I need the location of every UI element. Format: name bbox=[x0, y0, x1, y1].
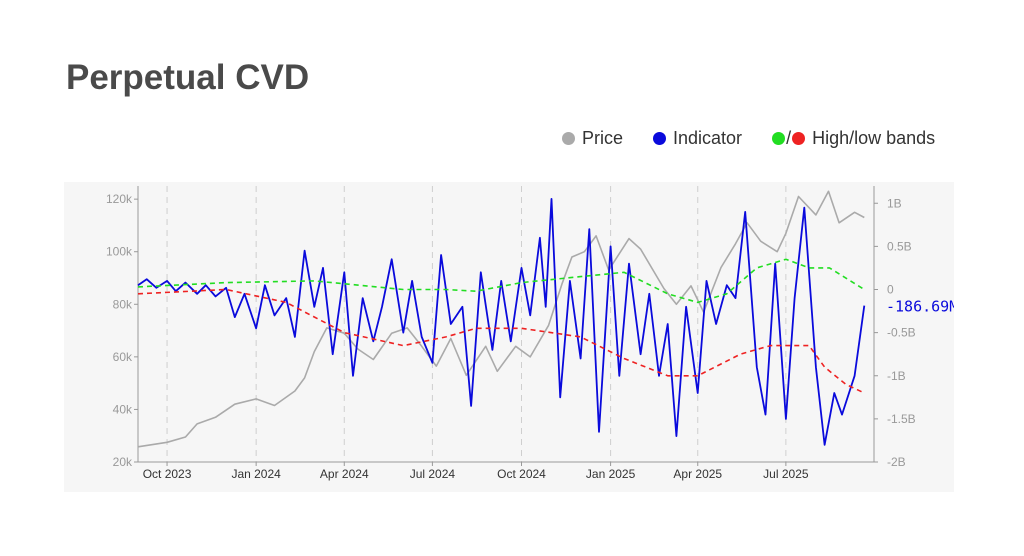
page-title: Perpetual CVD bbox=[66, 58, 310, 97]
chart-legend: Price Indicator / High/low bands bbox=[562, 128, 935, 149]
legend-bands-label: High/low bands bbox=[812, 128, 936, 148]
y-right-tick-label: -1B bbox=[887, 369, 906, 383]
x-tick-label: Apr 2024 bbox=[320, 467, 369, 481]
cvd-chart: Oct 2023 Jan 2024 Apr 2024 Jul 2024 Oct 2024… bbox=[106, 186, 954, 481]
x-tick-label: Jan 2025 bbox=[586, 467, 636, 481]
series-high-band-line bbox=[137, 258, 865, 304]
y-left-tick-label: 120k bbox=[106, 192, 133, 206]
y-right-tick-label: -2B bbox=[887, 455, 906, 469]
y-right-tick-label: 1B bbox=[887, 196, 902, 210]
legend-indicator-dot-icon bbox=[653, 132, 667, 145]
x-tick-label: Oct 2023 bbox=[143, 467, 192, 481]
legend-item-indicator[interactable]: Indicator bbox=[653, 128, 742, 149]
axis-layer bbox=[134, 186, 878, 466]
chart-panel: Oct 2023 Jan 2024 Apr 2024 Jul 2024 Oct 2024… bbox=[64, 182, 954, 492]
series-price-line bbox=[137, 190, 865, 448]
y-right-tick-label: 0 bbox=[887, 283, 894, 297]
y-left-tick-label: 20k bbox=[113, 455, 133, 469]
x-tick-label: Jul 2025 bbox=[763, 467, 809, 481]
series-layer bbox=[137, 190, 866, 448]
series-indicator-line bbox=[137, 198, 866, 446]
y-right-tick-label: -1.5B bbox=[887, 412, 916, 426]
legend-item-price[interactable]: Price bbox=[562, 128, 623, 149]
y-left-tick-label: 80k bbox=[113, 297, 133, 311]
y-right-tick-label: -0.5B bbox=[887, 326, 916, 340]
label-layer: Oct 2023 Jan 2024 Apr 2024 Jul 2024 Oct 2024… bbox=[106, 192, 954, 481]
x-tick-label: Apr 2025 bbox=[673, 467, 722, 481]
y-left-tick-label: 100k bbox=[106, 245, 133, 259]
series-low-band-line bbox=[137, 288, 865, 394]
x-tick-label: Jan 2024 bbox=[231, 467, 281, 481]
y-left-tick-label: 60k bbox=[113, 350, 133, 364]
legend-price-dot-icon bbox=[562, 132, 575, 145]
y-left-tick-label: 40k bbox=[113, 402, 133, 416]
legend-low-band-dot-icon bbox=[792, 132, 806, 145]
x-tick-label: Jul 2024 bbox=[410, 467, 456, 481]
legend-high-band-dot-icon bbox=[772, 132, 786, 145]
legend-item-bands[interactable]: / High/low bands bbox=[772, 128, 935, 149]
legend-price-label: Price bbox=[582, 128, 624, 148]
indicator-last-value-label: -186.69M bbox=[886, 298, 954, 316]
x-tick-label: Oct 2024 bbox=[497, 467, 546, 481]
y-right-tick-label: 0.5B bbox=[887, 239, 912, 253]
legend-bands-slash: / bbox=[786, 128, 792, 148]
legend-indicator-label: Indicator bbox=[673, 128, 743, 148]
